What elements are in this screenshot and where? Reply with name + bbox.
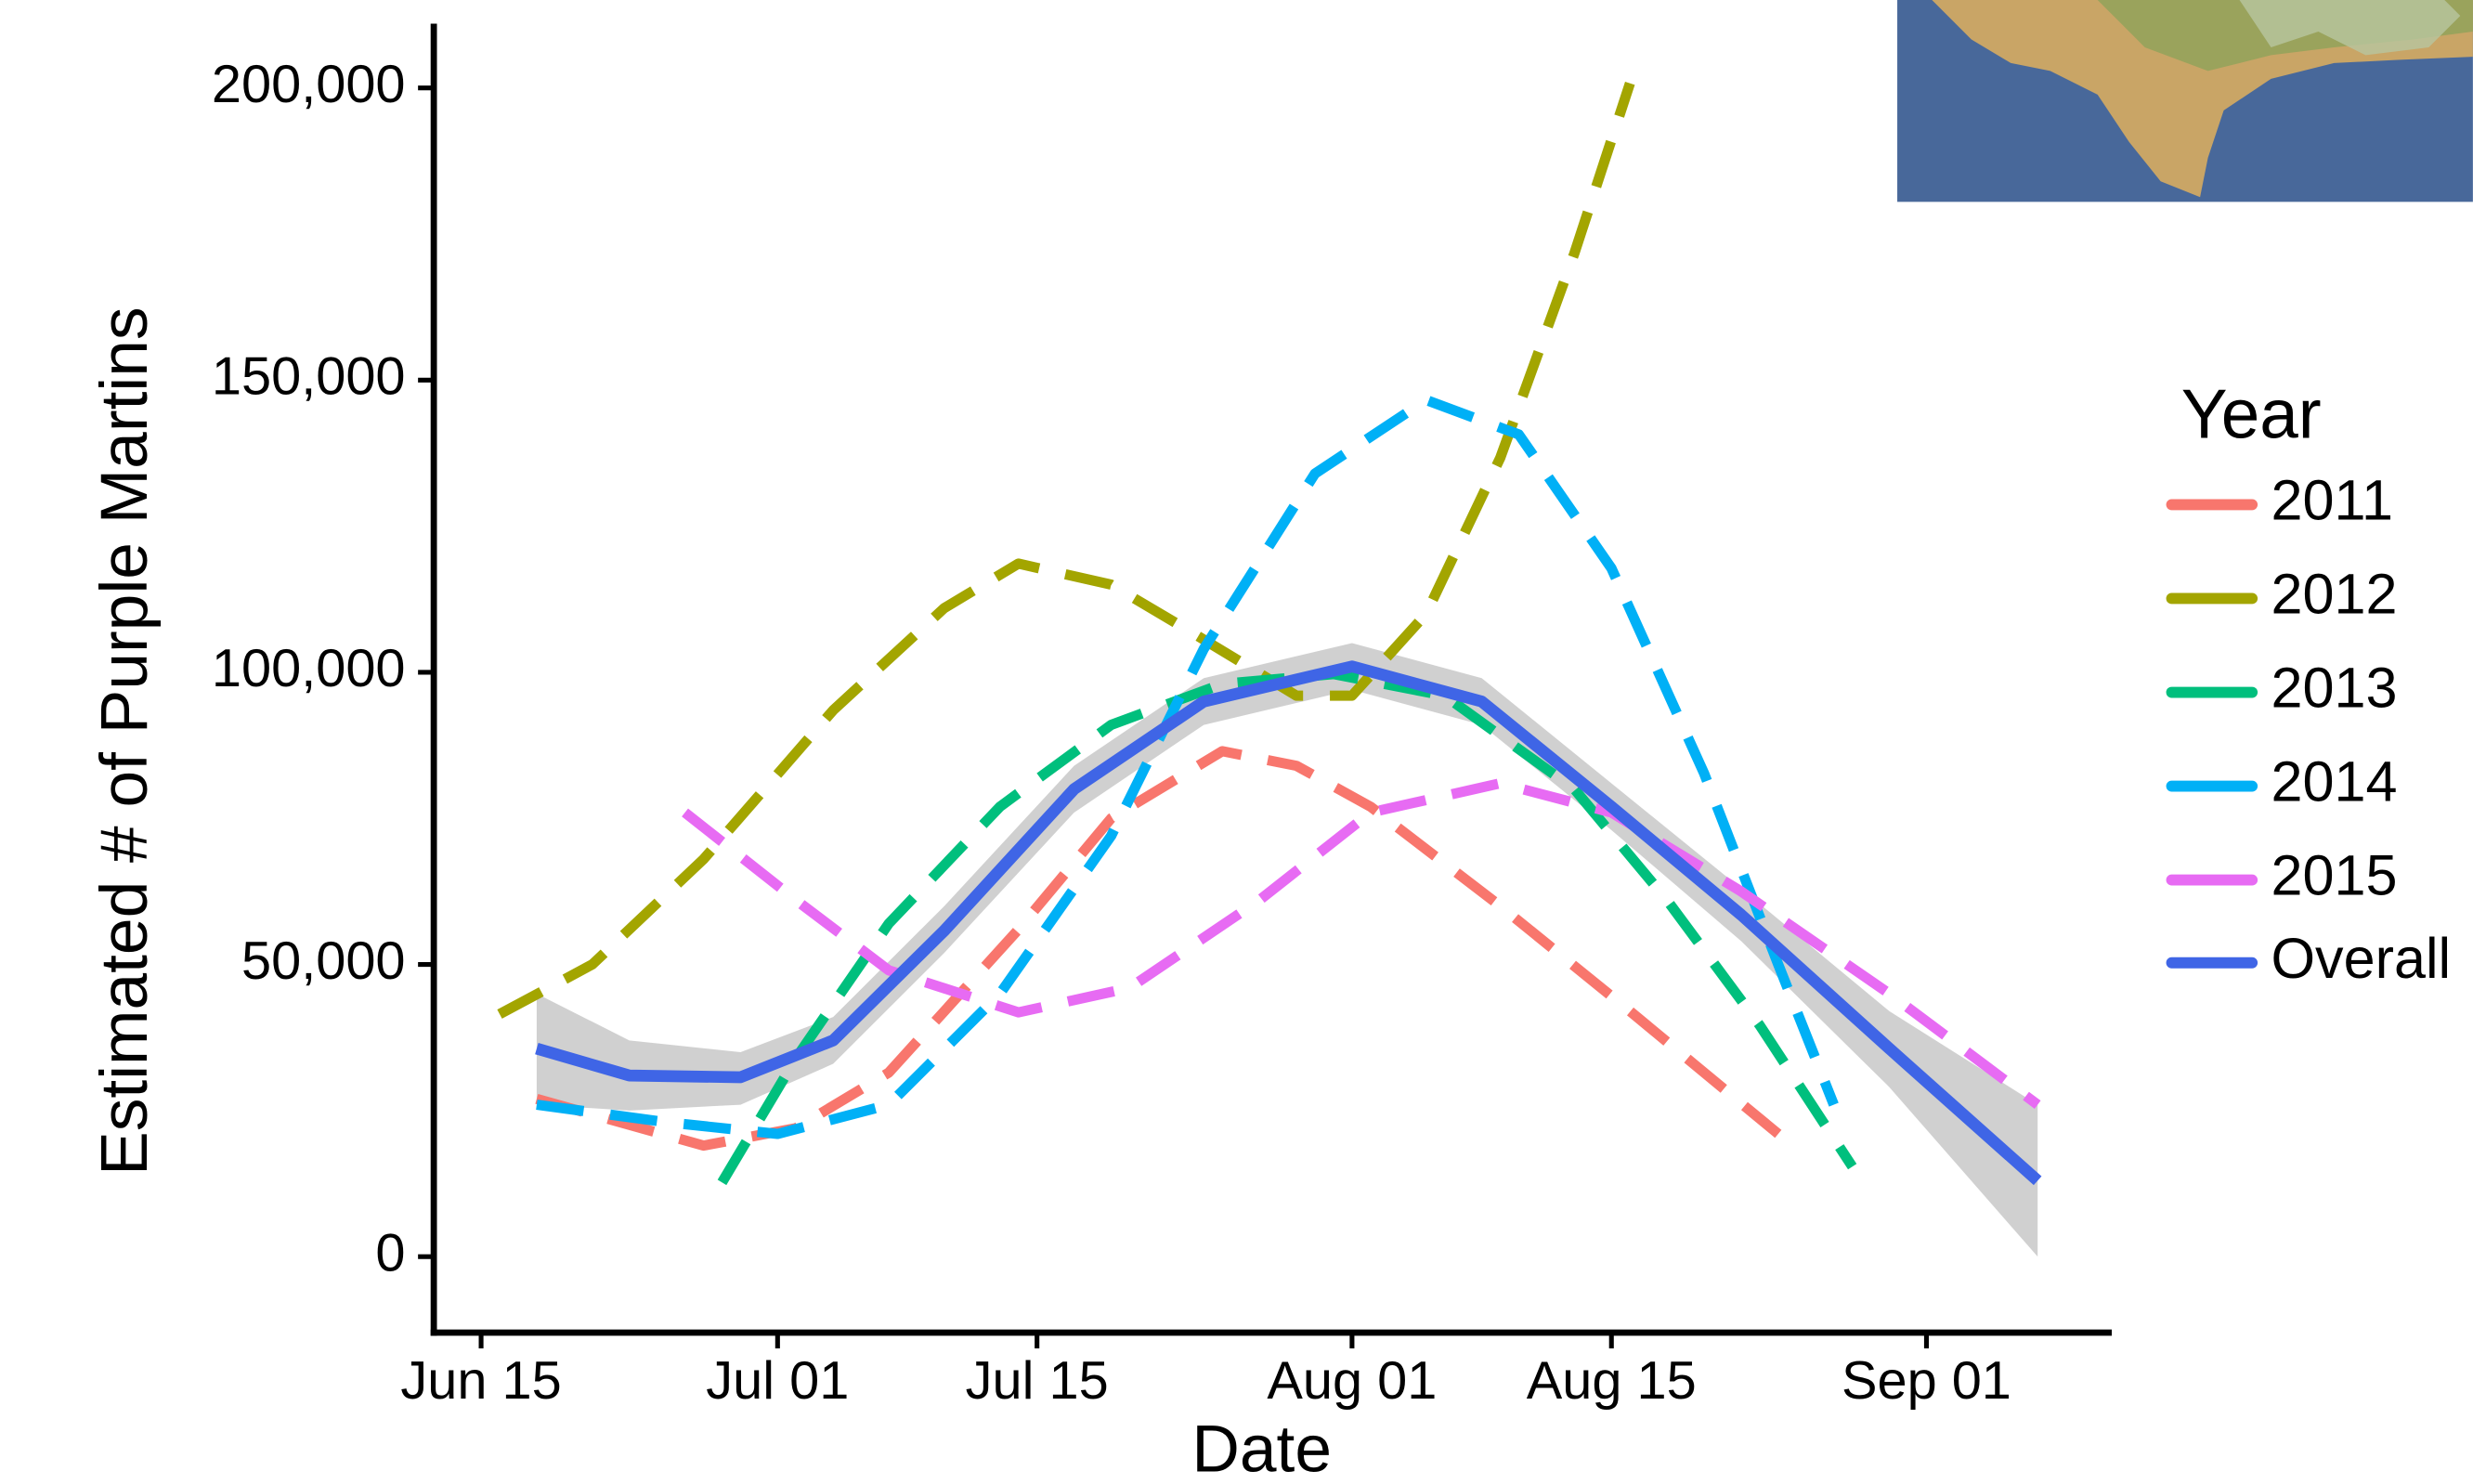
confidence-band	[537, 643, 2037, 1256]
legend-label: 2012	[2271, 563, 2398, 626]
y-tick-label: 200,000	[212, 55, 406, 114]
y-axis-title: Estimated # of Purple Martins	[87, 306, 162, 1175]
y-tick-label: 100,000	[212, 639, 406, 698]
legend-label: 2013	[2271, 657, 2398, 720]
legend-label: 2015	[2271, 844, 2398, 907]
x-tick-label: Aug 01	[1267, 1351, 1437, 1411]
x-tick-label: Jul 01	[706, 1351, 849, 1411]
x-tick-label: Jul 15	[966, 1351, 1109, 1411]
x-tick-label: Sep 01	[1842, 1351, 2011, 1411]
legend-label: 2011	[2271, 469, 2393, 532]
series-line	[685, 783, 2038, 1104]
y-tick-label: 50,000	[241, 931, 406, 991]
legend-label: 2014	[2271, 750, 2398, 814]
chart: Date Estimated # of Purple Martins Year …	[0, 0, 2473, 1484]
y-tick-label: 0	[375, 1223, 405, 1282]
map-inset	[1897, 0, 2473, 202]
y-tick-label: 150,000	[212, 347, 406, 407]
legend-label: Overall	[2271, 927, 2452, 990]
x-tick-label: Aug 15	[1527, 1351, 1697, 1411]
x-axis-title: Date	[1191, 1412, 1332, 1484]
series-line	[722, 674, 1852, 1182]
legend-title: Year	[2181, 374, 2322, 452]
x-tick-label: Jun 15	[400, 1351, 561, 1411]
page: {"chart_data": { "type": "line", "x_labe…	[0, 0, 2473, 1484]
